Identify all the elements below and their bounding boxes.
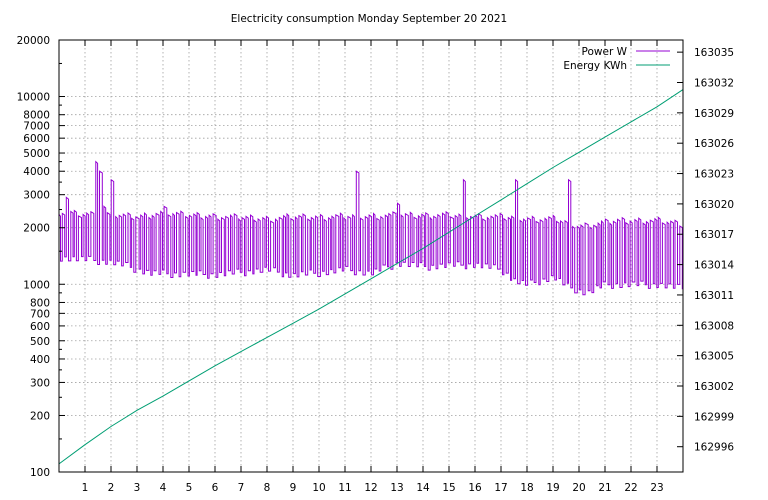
x-tick-label: 7 xyxy=(238,482,245,494)
legend-label-power: Power W xyxy=(582,46,628,58)
y-right-tick-label: 163020 xyxy=(694,199,734,211)
axes: 1 2 3 4 5 6 7 8 9 10 11 12 13 14 15 16 17 18 19 20 21 22 23100… xyxy=(17,35,735,494)
x-tick-label: 23 xyxy=(650,482,663,494)
y-right-tick-label: 163011 xyxy=(694,290,734,302)
x-tick-label: 20 xyxy=(572,482,585,494)
y-right-tick-label: 163008 xyxy=(694,320,734,332)
x-tick-label: 11 xyxy=(338,482,351,494)
y-right-tick-label: 163005 xyxy=(694,351,734,363)
y-left-tick-label: 1000 xyxy=(23,279,50,291)
y-left-tick-label: 10000 xyxy=(17,92,50,104)
x-tick-label: 1 xyxy=(82,482,89,494)
y-left-tick-label: 20000 xyxy=(17,35,50,47)
x-tick-label: 5 xyxy=(186,482,193,494)
power-line xyxy=(58,160,683,296)
x-tick-label: 10 xyxy=(312,482,325,494)
x-tick-label: 3 xyxy=(134,482,141,494)
y-left-tick-label: 800 xyxy=(30,297,50,309)
legend: Power W Energy KWh xyxy=(563,46,670,72)
x-tick-label: 13 xyxy=(390,482,403,494)
y-right-tick-label: 163029 xyxy=(694,108,734,120)
energy-series xyxy=(58,89,684,465)
legend-label-energy: Energy KWh xyxy=(563,60,627,72)
power-series xyxy=(58,160,683,296)
x-tick-label: 12 xyxy=(364,482,377,494)
chart-title: Electricity consumption Monday September… xyxy=(231,13,507,25)
y-left-tick-label: 300 xyxy=(30,377,50,389)
y-left-tick-label: 4000 xyxy=(23,166,50,178)
y-left-tick-label: 5000 xyxy=(23,148,50,160)
y-right-tick-label: 163026 xyxy=(694,138,734,150)
x-tick-label: 17 xyxy=(494,482,507,494)
y-right-tick-label: 163002 xyxy=(694,381,734,393)
x-tick-label: 4 xyxy=(160,482,167,494)
y-left-tick-label: 600 xyxy=(30,321,50,333)
y-left-tick-label: 700 xyxy=(30,308,50,320)
y-right-tick-label: 162996 xyxy=(694,442,734,454)
y-left-tick-label: 400 xyxy=(30,354,50,366)
x-tick-label: 2 xyxy=(108,482,115,494)
y-left-tick-label: 100 xyxy=(30,467,50,479)
y-left-tick-label: 7000 xyxy=(23,121,50,133)
x-tick-label: 18 xyxy=(520,482,533,494)
y-right-tick-label: 162999 xyxy=(694,411,734,423)
y-right-tick-label: 163023 xyxy=(694,169,734,181)
y-left-tick-label: 200 xyxy=(30,410,50,422)
y-left-tick-label: 8000 xyxy=(23,110,50,122)
x-tick-label: 9 xyxy=(290,482,297,494)
y-left-tick-label: 6000 xyxy=(23,133,50,145)
x-tick-label: 22 xyxy=(624,482,637,494)
x-tick-label: 16 xyxy=(468,482,482,494)
energy-line xyxy=(58,89,684,465)
x-tick-label: 15 xyxy=(442,482,455,494)
y-left-tick-label: 2000 xyxy=(23,223,50,235)
y-right-tick-label: 163017 xyxy=(694,229,734,241)
x-tick-label: 19 xyxy=(546,482,559,494)
y-right-tick-label: 163032 xyxy=(694,77,734,89)
x-tick-label: 21 xyxy=(598,482,611,494)
x-tick-label: 6 xyxy=(212,482,219,494)
y-right-tick-label: 163014 xyxy=(694,260,734,272)
y-right-tick-label: 163035 xyxy=(694,47,734,59)
y-left-tick-label: 500 xyxy=(30,336,50,348)
y-left-tick-label: 3000 xyxy=(23,190,50,202)
x-tick-label: 14 xyxy=(416,482,430,494)
x-tick-label: 8 xyxy=(264,482,271,494)
plot-frame xyxy=(58,39,684,473)
